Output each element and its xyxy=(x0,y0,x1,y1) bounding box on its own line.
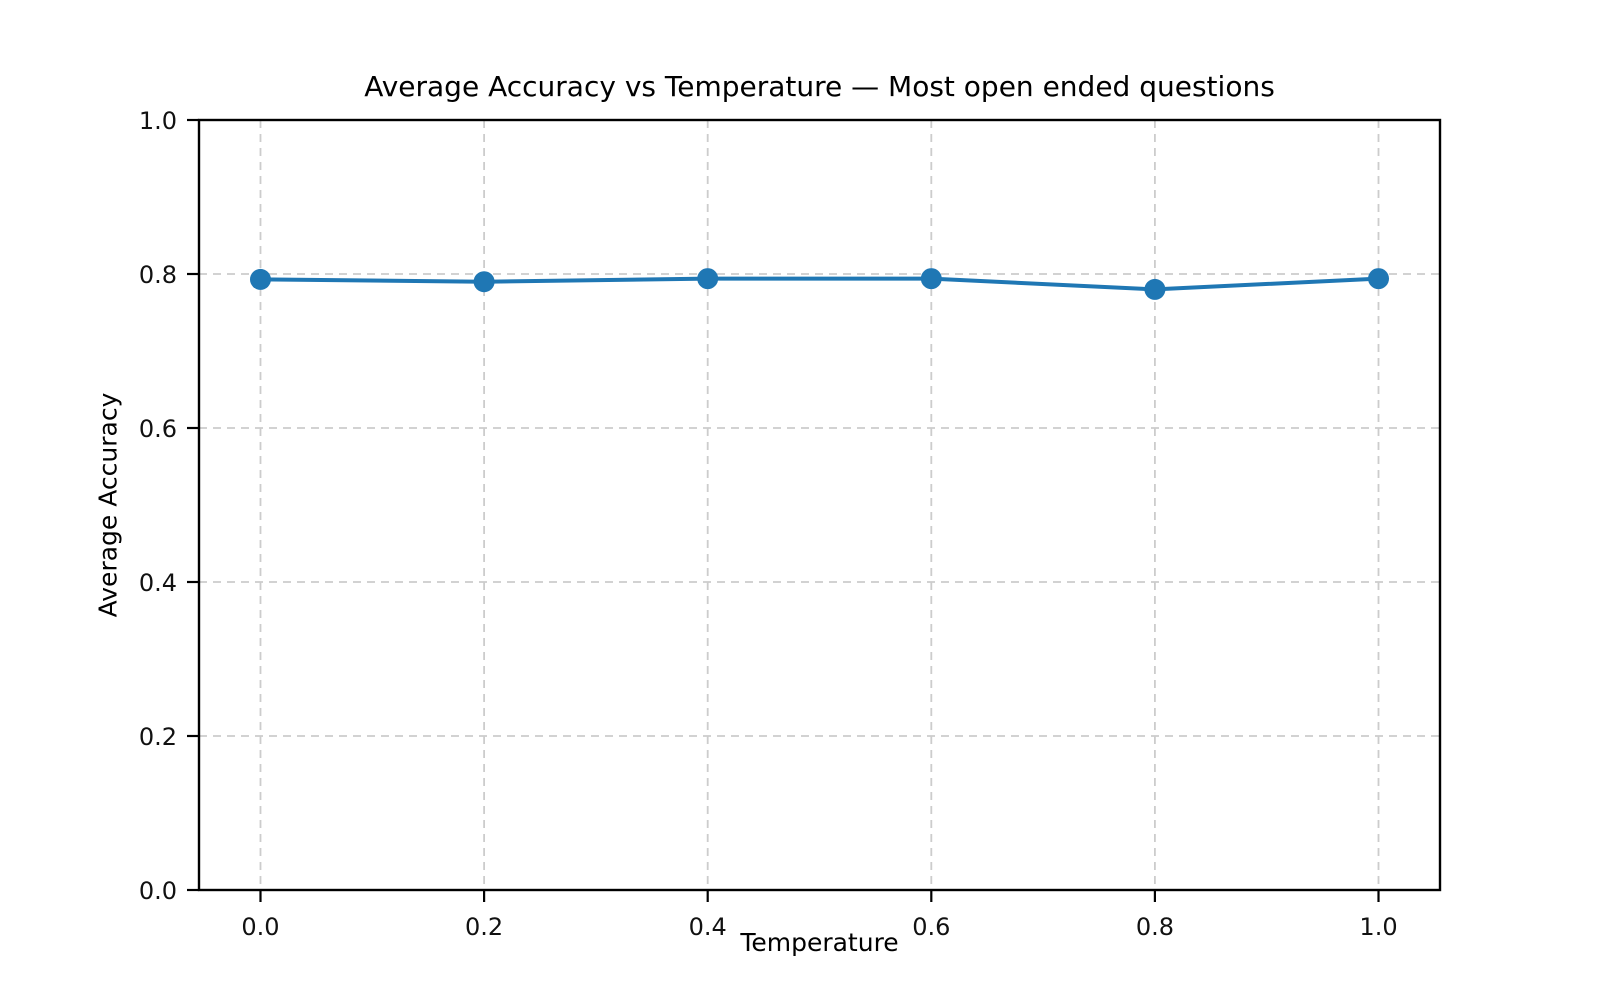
x-tick-label: 1.0 xyxy=(1359,913,1397,941)
x-tick-label: 0.0 xyxy=(241,913,279,941)
chart-title: Average Accuracy vs Temperature — Most o… xyxy=(364,70,1275,103)
x-tick-label: 0.4 xyxy=(689,913,727,941)
y-tick-label: 1.0 xyxy=(139,107,177,135)
y-axis-label: Average Accuracy xyxy=(93,392,123,618)
data-point-marker xyxy=(697,268,719,290)
data-point-marker xyxy=(920,268,942,290)
data-point-marker xyxy=(473,271,495,293)
x-tick-label: 0.6 xyxy=(912,913,950,941)
data-point-marker xyxy=(249,268,271,290)
plot-border xyxy=(197,118,1442,892)
accuracy-line xyxy=(258,276,1381,292)
y-tick-label: 0.4 xyxy=(139,569,177,597)
y-tick-label: 0.6 xyxy=(139,415,177,443)
x-tick-label: 0.2 xyxy=(465,913,503,941)
data-point-marker xyxy=(1368,268,1390,290)
x-tick-label: 0.8 xyxy=(1136,913,1174,941)
y-tick-label: 0.8 xyxy=(139,261,177,289)
x-axis-label: Temperature xyxy=(740,928,899,957)
data-point-marker xyxy=(1144,278,1166,300)
y-tick-label: 0.2 xyxy=(139,723,177,751)
y-tick-label: 0.0 xyxy=(139,877,177,905)
